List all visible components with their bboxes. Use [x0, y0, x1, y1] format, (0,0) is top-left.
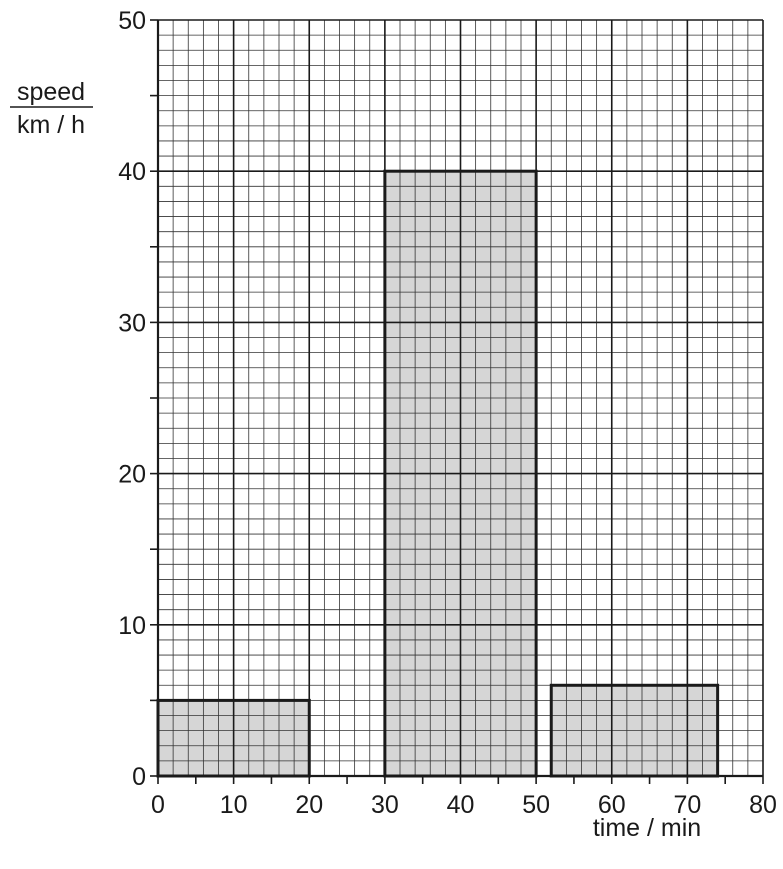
x-axis-label: time / min	[593, 814, 701, 842]
x-tick-label: 70	[673, 791, 701, 819]
x-tick-label: 0	[151, 791, 165, 819]
y-tick-label: 20	[118, 461, 146, 489]
major-grid	[157, 19, 764, 777]
y-tick-label: 40	[118, 158, 146, 186]
tick-labels: 0 10 20 30 40 50 60 70 80 0 10 20 30 40 50	[118, 7, 777, 819]
x-tick-label: 20	[295, 791, 323, 819]
x-tick-label: 10	[220, 791, 248, 819]
x-tick-label: 50	[522, 791, 550, 819]
axes	[150, 19, 764, 784]
x-tick-label: 30	[371, 791, 399, 819]
x-tick-label: 40	[447, 791, 475, 819]
x-tick-label: 60	[598, 791, 626, 819]
y-tick-label: 0	[132, 763, 146, 791]
y-tick-label: 50	[118, 7, 146, 35]
y-axis-label-bottom: km / h	[17, 111, 85, 139]
y-tick-label: 10	[118, 612, 146, 640]
y-axis-label-top: speed	[17, 78, 85, 106]
y-tick-label: 30	[118, 309, 146, 337]
x-tick-label: 80	[749, 791, 777, 819]
